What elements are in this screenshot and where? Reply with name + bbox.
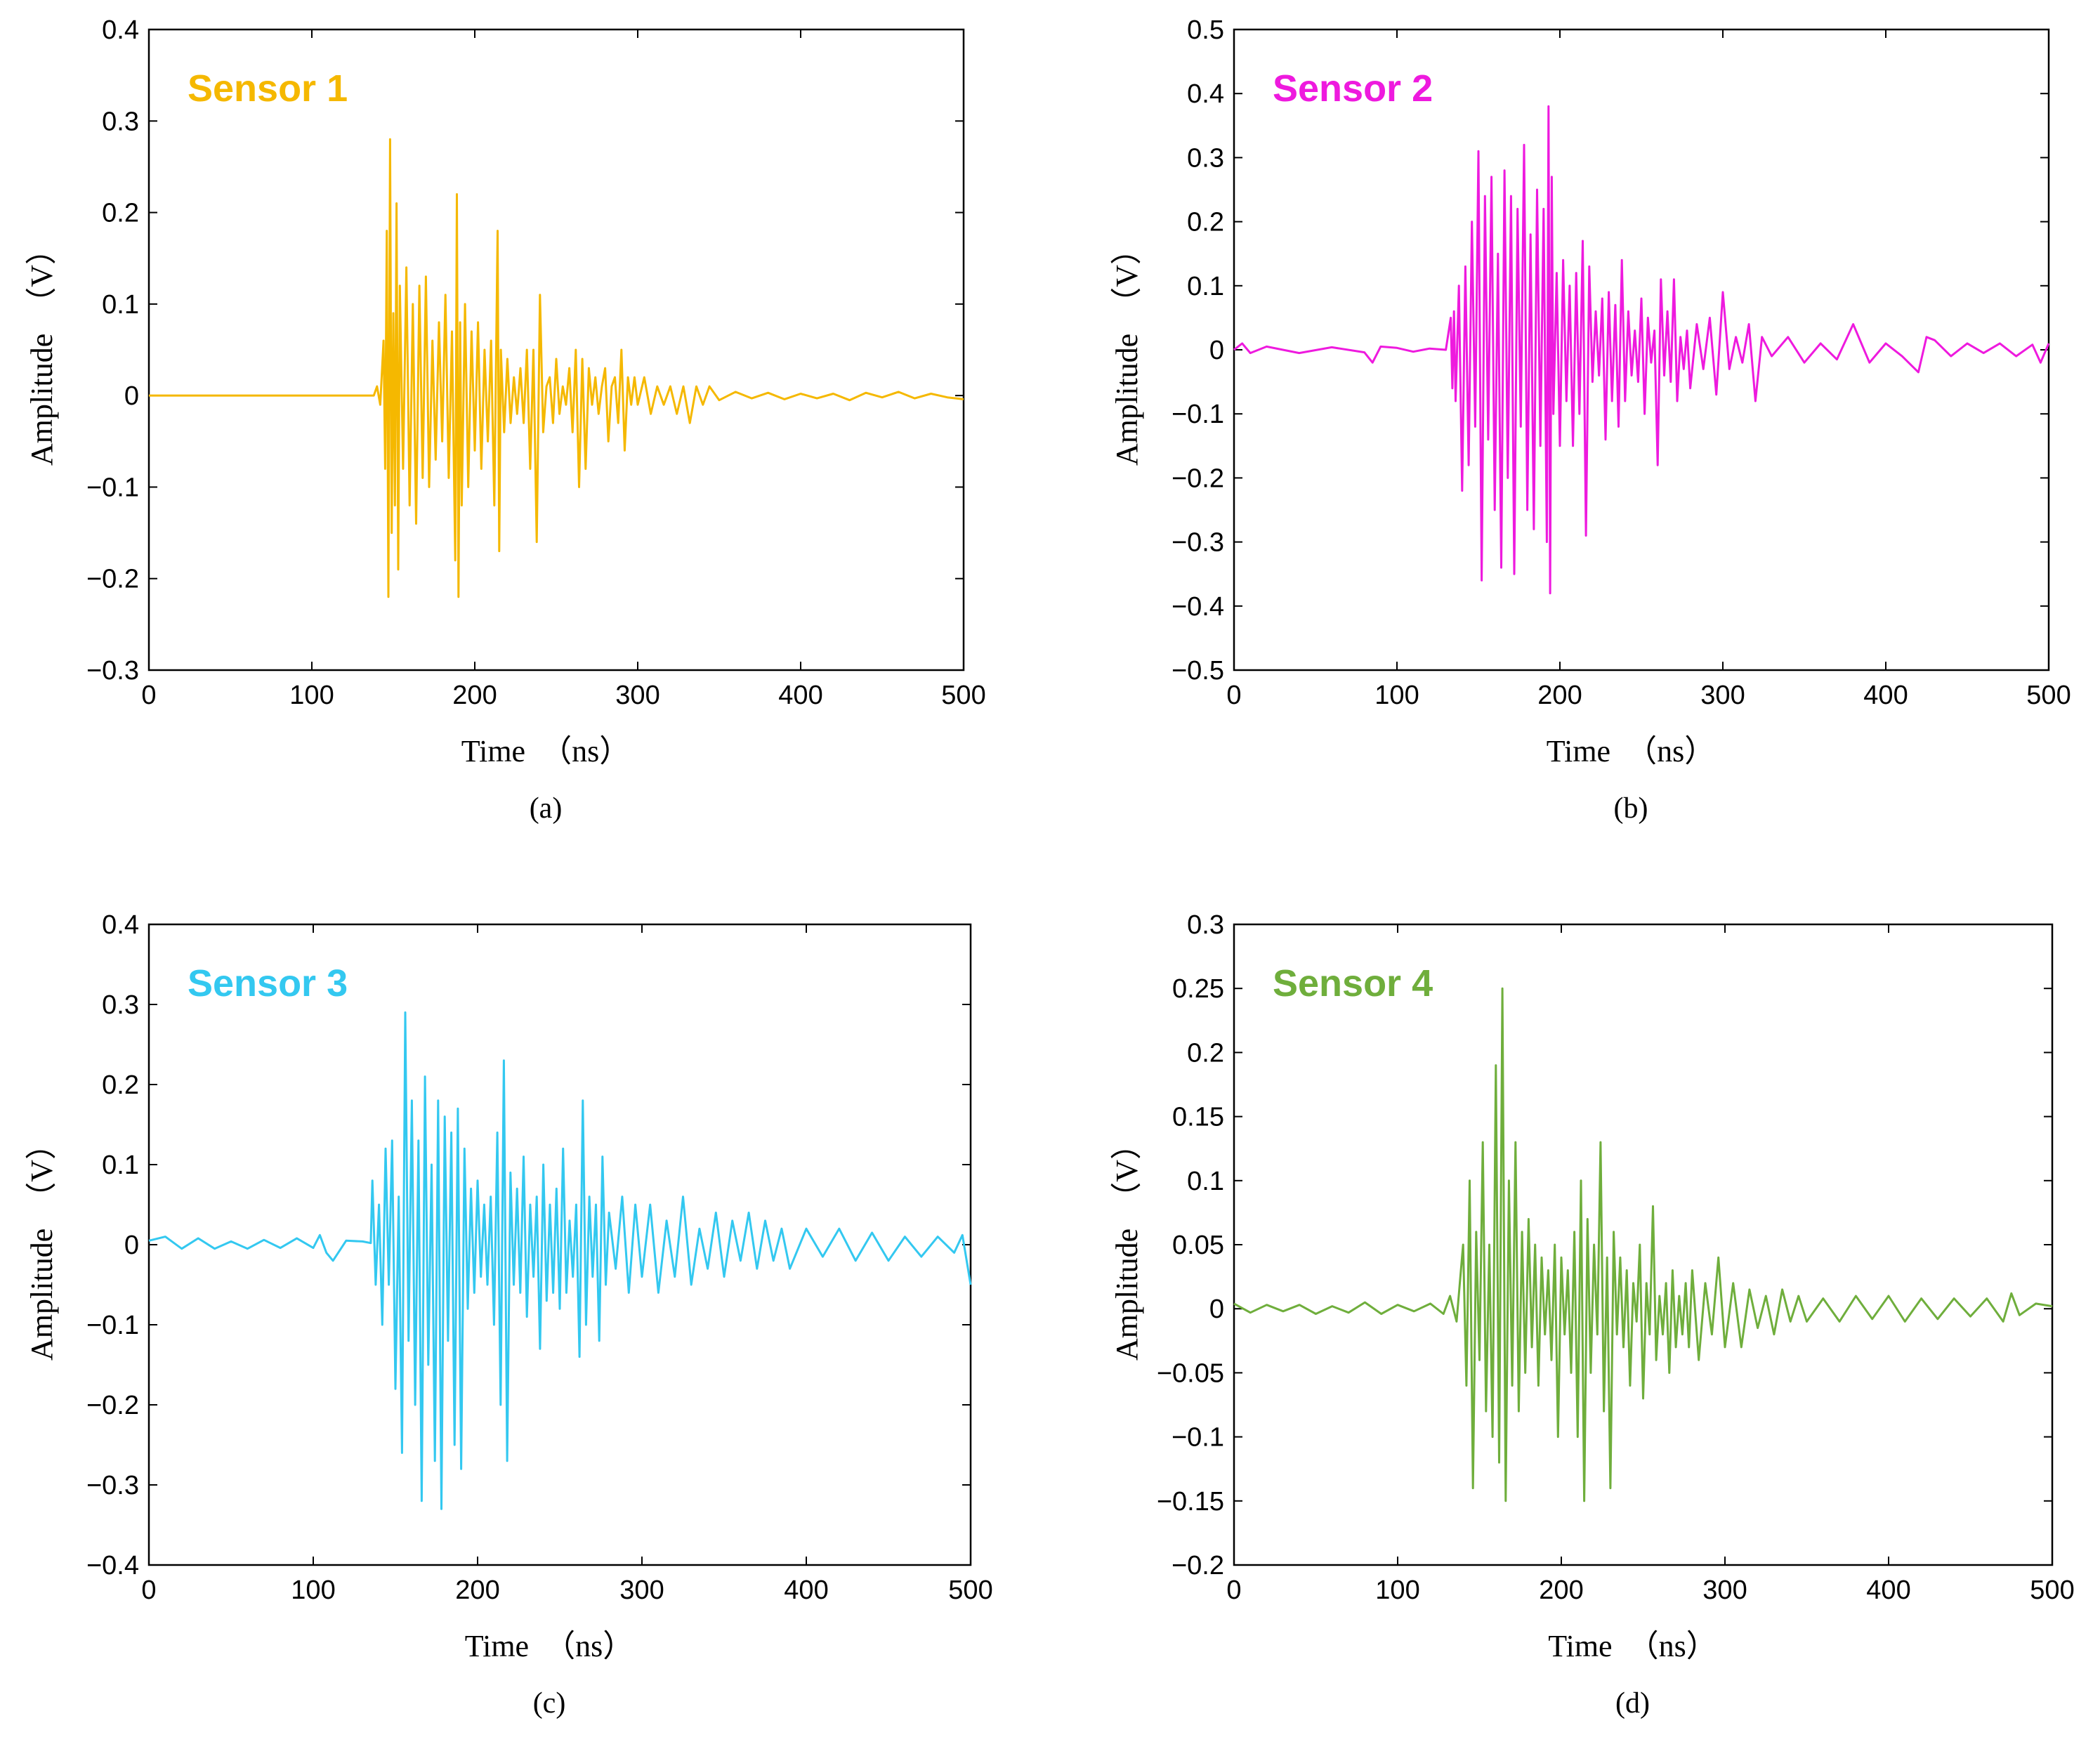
panel-caption: (c) bbox=[533, 1687, 566, 1720]
x-tick-label: 400 bbox=[1866, 1576, 1910, 1605]
x-tick-label: 100 bbox=[289, 681, 334, 710]
y-tick-label: 0.1 bbox=[1187, 1167, 1224, 1196]
x-tick-label: 500 bbox=[2026, 681, 2071, 710]
y-tick-label: −0.3 bbox=[1172, 528, 1224, 558]
y-tick-label: −0.05 bbox=[1157, 1358, 1224, 1388]
x-tick-label: 300 bbox=[619, 1576, 664, 1605]
x-tick-label: 400 bbox=[1863, 681, 1908, 710]
waveform-line bbox=[1233, 105, 2050, 595]
plot-frame bbox=[1233, 28, 2050, 672]
y-tick-label: 0 bbox=[1209, 336, 1224, 365]
y-tick-label: 0.2 bbox=[102, 1070, 139, 1100]
y-tick-label: 0.1 bbox=[1187, 272, 1224, 301]
plot-frame bbox=[147, 28, 965, 672]
y-tick-label: 0.15 bbox=[1172, 1103, 1224, 1132]
waveform-line bbox=[148, 1011, 972, 1510]
x-tick-label: 0 bbox=[1226, 681, 1241, 710]
y-tick-label: −0.1 bbox=[1172, 400, 1224, 429]
x-tick-label: 100 bbox=[1374, 681, 1419, 710]
x-tick-label: 200 bbox=[452, 681, 497, 710]
y-tick-label: −0.3 bbox=[86, 656, 139, 686]
panel-a: 0 100 200 300 400 500 −0.3 −0.2 −0.1 0 0.1 0.2 0.3 0.… bbox=[25, 15, 986, 825]
y-tick-label: 0.5 bbox=[1187, 15, 1224, 45]
panel-d: 0 100 200 300 400 500 −0.2 −0.15 −0.1 −0.05 0 0.05 0… bbox=[1110, 910, 2075, 1720]
y-tick-label: 0 bbox=[124, 1231, 139, 1260]
y-tick-label: −0.1 bbox=[86, 1311, 139, 1340]
y-tick-label: −0.3 bbox=[86, 1471, 139, 1500]
y-tick-label: −0.2 bbox=[86, 565, 139, 594]
y-tick-label: −0.1 bbox=[86, 473, 139, 502]
y-tick-label: 0.3 bbox=[102, 990, 139, 1020]
sensor-title: Sensor 1 bbox=[188, 67, 348, 110]
y-axis-label: Amplitude （V） bbox=[1110, 1129, 1144, 1361]
x-tick-label: 500 bbox=[948, 1576, 992, 1605]
x-tick-label: 200 bbox=[1539, 1576, 1583, 1605]
y-tick-label: 0.05 bbox=[1172, 1231, 1224, 1260]
x-tick-label: 300 bbox=[615, 681, 659, 710]
y-tick-label: −0.2 bbox=[1172, 1551, 1224, 1580]
x-tick-label: 400 bbox=[778, 681, 822, 710]
y-tick-label: 0.3 bbox=[1187, 910, 1224, 940]
y-tick-label: 0.4 bbox=[102, 910, 139, 940]
x-tick-label: 500 bbox=[941, 681, 985, 710]
y-tick-label: −0.1 bbox=[1172, 1423, 1224, 1453]
waveform-line bbox=[1233, 987, 2053, 1502]
y-tick-label: 0.3 bbox=[102, 107, 139, 136]
y-tick-label: 0 bbox=[124, 381, 139, 411]
x-tick-label: 0 bbox=[141, 681, 156, 710]
panel-caption: (b) bbox=[1614, 792, 1648, 825]
y-tick-label: 0.2 bbox=[1187, 1038, 1224, 1068]
panel-c: 0 100 200 300 400 500 −0.4 −0.3 −0.2 −0.1 0 0.1 0.2 0… bbox=[25, 910, 993, 1720]
y-tick-label: 0.2 bbox=[1187, 208, 1224, 237]
x-axis-label: Time （ns） bbox=[1547, 734, 1715, 768]
waveform-line bbox=[149, 138, 964, 598]
y-tick-label: 0.1 bbox=[102, 1151, 139, 1180]
panel-caption: (d) bbox=[1615, 1687, 1650, 1720]
y-tick-label: −0.2 bbox=[1172, 464, 1224, 493]
x-tick-label: 0 bbox=[141, 1576, 156, 1605]
sensor-title: Sensor 3 bbox=[188, 962, 348, 1004]
y-tick-label: −0.4 bbox=[86, 1551, 139, 1580]
x-axis-label: Time （ns） bbox=[1548, 1629, 1717, 1663]
x-tick-label: 200 bbox=[1537, 681, 1582, 710]
x-axis-label: Time （ns） bbox=[465, 1629, 634, 1663]
y-tick-label: 0.3 bbox=[1187, 143, 1224, 173]
x-tick-label: 500 bbox=[2030, 1576, 2074, 1605]
y-tick-label: −0.15 bbox=[1157, 1487, 1224, 1517]
x-tick-label: 0 bbox=[1226, 1576, 1241, 1605]
y-axis-label: Amplitude （V） bbox=[25, 234, 59, 466]
x-tick-label: 400 bbox=[784, 1576, 828, 1605]
x-tick-label: 200 bbox=[455, 1576, 499, 1605]
x-tick-label: 300 bbox=[1700, 681, 1745, 710]
y-tick-label: −0.5 bbox=[1172, 656, 1224, 686]
x-tick-label: 100 bbox=[1375, 1576, 1419, 1605]
sensor-title: Sensor 4 bbox=[1273, 962, 1433, 1004]
sensor-title: Sensor 2 bbox=[1273, 67, 1433, 110]
x-tick-label: 300 bbox=[1702, 1576, 1747, 1605]
y-tick-label: −0.2 bbox=[86, 1391, 139, 1420]
y-tick-label: −0.4 bbox=[1172, 592, 1224, 622]
panel-caption: (a) bbox=[530, 792, 563, 825]
y-tick-label: 0.25 bbox=[1172, 974, 1224, 1004]
x-axis-label: Time （ns） bbox=[461, 734, 630, 768]
y-tick-label: 0.1 bbox=[102, 290, 139, 320]
x-tick-label: 100 bbox=[291, 1576, 335, 1605]
panel-b: 0 100 200 300 400 500 −0.5 −0.4 −0.3 −0.2 −0.1 0 0.1… bbox=[1110, 15, 2071, 825]
y-tick-label: 0.2 bbox=[102, 199, 139, 228]
plot-frame bbox=[1233, 923, 2054, 1566]
y-tick-label: 0 bbox=[1209, 1295, 1224, 1324]
y-axis-label: Amplitude （V） bbox=[1110, 234, 1144, 466]
y-tick-label: 0.4 bbox=[1187, 79, 1224, 109]
y-tick-label: 0.4 bbox=[102, 15, 139, 45]
y-axis-label: Amplitude （V） bbox=[25, 1129, 59, 1361]
